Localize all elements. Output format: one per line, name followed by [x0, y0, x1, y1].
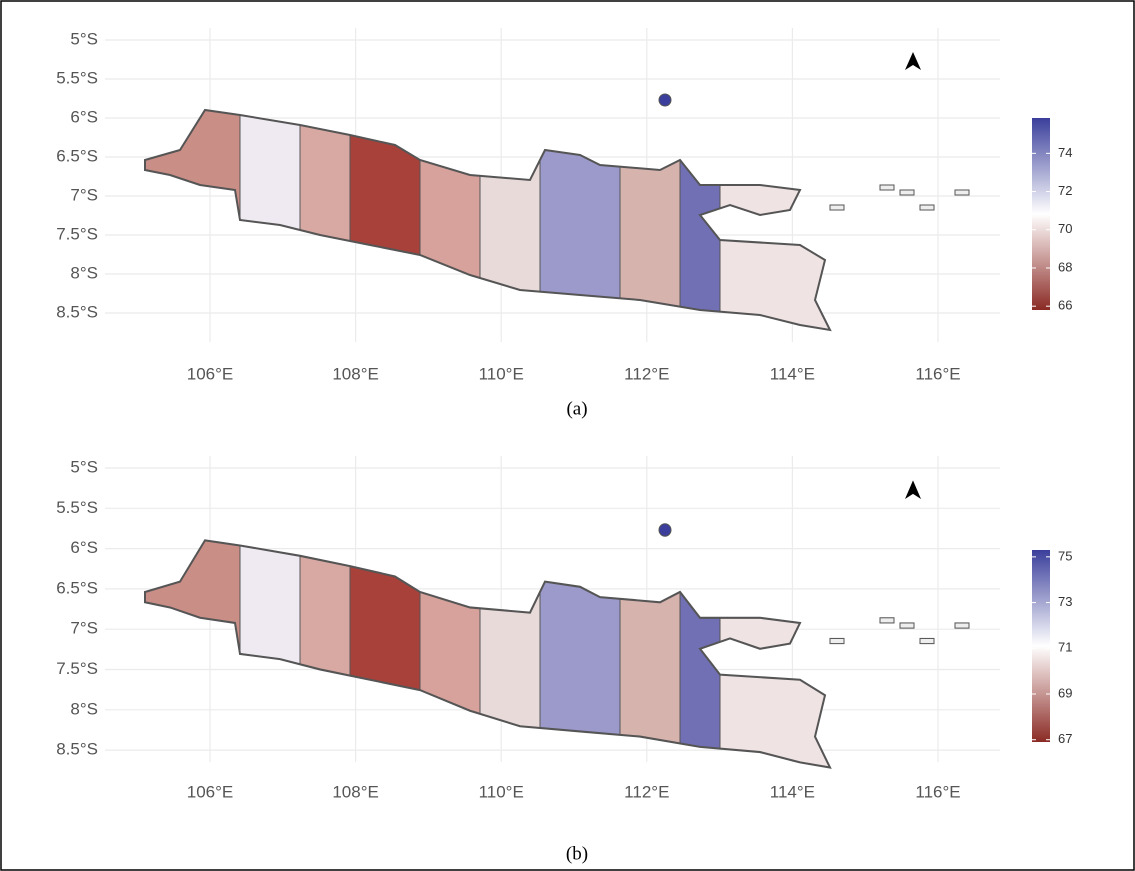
lon-tick-label: 116°E: [915, 782, 960, 801]
north-arrow: [905, 52, 921, 70]
island: [658, 523, 672, 537]
legend-tick-label: 71: [1058, 640, 1072, 655]
lat-tick-label: 5°S: [70, 457, 98, 476]
lat-tick-label: 8°S: [70, 263, 98, 282]
legend-tick-label: 70: [1058, 221, 1072, 236]
legend-tick-label: 68: [1058, 259, 1072, 274]
island: [919, 204, 935, 211]
lon-tick-label: 108°E: [332, 782, 379, 801]
island: [954, 622, 970, 629]
lon-tick-label: 108°E: [332, 364, 379, 383]
lon-tick-label: 106°E: [187, 782, 234, 801]
lat-tick-label: 6.5°S: [56, 578, 98, 597]
lon-tick-label: 114°E: [770, 782, 815, 801]
lat-tick-label: 8.5°S: [56, 302, 98, 321]
legend-tick-label: 75: [1058, 548, 1072, 563]
island: [899, 189, 915, 196]
legend-tick-label: 74: [1058, 145, 1072, 160]
caption: (a): [566, 398, 587, 419]
legend-tick-label: 72: [1058, 183, 1072, 198]
lat-tick-label: 7°S: [70, 185, 98, 204]
lon-tick-label: 114°E: [770, 364, 815, 383]
island: [829, 637, 845, 645]
colorbar: [1032, 550, 1050, 742]
legend-tick-label: 73: [1058, 594, 1072, 609]
lon-tick-label: 112°E: [624, 364, 669, 383]
legend-tick-label: 69: [1058, 685, 1072, 700]
lat-tick-label: 7°S: [70, 619, 98, 638]
lat-tick-label: 5°S: [70, 29, 98, 48]
lon-tick-label: 112°E: [624, 782, 669, 801]
lat-tick-label: 6°S: [70, 107, 98, 126]
lat-tick-label: 5.5°S: [56, 498, 98, 517]
lon-tick-label: 110°E: [479, 782, 524, 801]
lat-tick-label: 8.5°S: [56, 740, 98, 759]
island: [879, 184, 895, 191]
legend-tick-label: 67: [1058, 731, 1072, 746]
island: [919, 637, 935, 645]
island: [879, 617, 895, 624]
lat-tick-label: 6.5°S: [56, 146, 98, 165]
island: [954, 189, 970, 196]
coastline: [144, 108, 832, 332]
legend-tick-label: 66: [1058, 298, 1072, 313]
north-arrow: [905, 480, 921, 499]
lat-tick-label: 5.5°S: [56, 68, 98, 87]
lon-tick-label: 106°E: [187, 364, 234, 383]
island: [899, 622, 915, 629]
lon-tick-label: 116°E: [915, 364, 960, 383]
island: [658, 93, 672, 107]
lon-tick-label: 110°E: [479, 364, 524, 383]
island: [829, 204, 845, 211]
lat-tick-label: 7.5°S: [56, 659, 98, 678]
caption: (b): [566, 843, 588, 864]
lat-tick-label: 6°S: [70, 538, 98, 557]
lat-tick-label: 7.5°S: [56, 224, 98, 243]
coastline: [144, 539, 832, 769]
colorbar: [1032, 118, 1050, 310]
lat-tick-label: 8°S: [70, 699, 98, 718]
